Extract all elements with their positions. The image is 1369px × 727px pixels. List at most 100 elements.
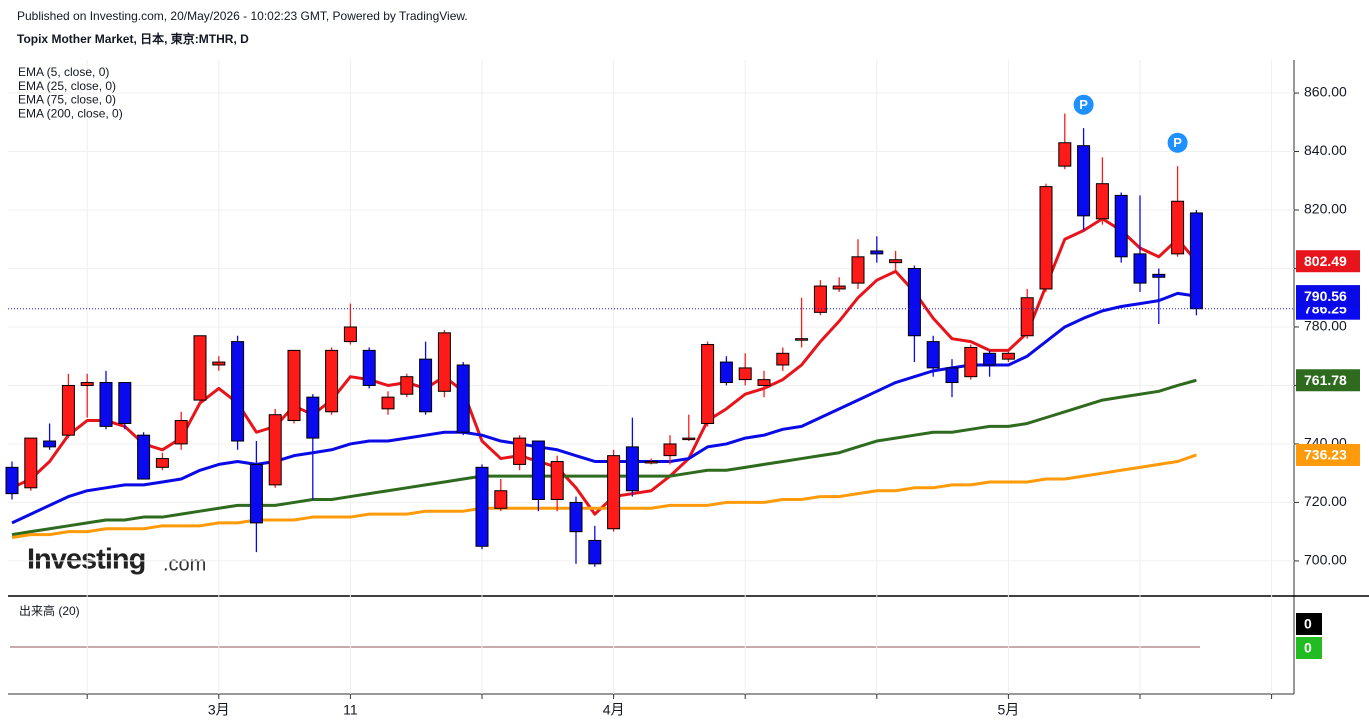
- candle: [663, 435, 677, 465]
- candle: [362, 347, 376, 389]
- candle: [1039, 183, 1053, 292]
- candle-body: [719, 361, 733, 384]
- candle: [287, 349, 301, 424]
- candle-body: [607, 455, 621, 530]
- candle: [268, 408, 282, 488]
- candle-body: [983, 352, 997, 366]
- candle: [456, 362, 470, 436]
- candle: [738, 353, 752, 386]
- candle-body: [889, 259, 903, 264]
- ema200-price: 736.23: [1304, 447, 1347, 463]
- candle-body: [419, 358, 433, 413]
- logo: Investing .com: [27, 544, 206, 576]
- candle-body: [1020, 297, 1034, 337]
- candle-body: [1039, 186, 1053, 290]
- volume-label: 出来高 (20): [19, 603, 80, 618]
- candle: [437, 329, 451, 398]
- y-tick-label: 720.00: [1304, 493, 1347, 509]
- volume-value-box: [1296, 637, 1322, 659]
- candle: [1001, 350, 1015, 363]
- ema-line: [11, 378, 1197, 537]
- candle-body: [1114, 194, 1128, 258]
- candle: [983, 350, 997, 377]
- y-tick-label: 820.00: [1304, 201, 1347, 217]
- candle: [569, 496, 583, 564]
- candle-body: [531, 440, 545, 501]
- candle: [964, 344, 978, 380]
- candle-body: [1001, 352, 1015, 360]
- candle: [945, 359, 959, 398]
- annotation-label: P: [1079, 97, 1088, 112]
- candle-body: [738, 367, 752, 381]
- candle-body: [437, 332, 451, 392]
- candle-body: [306, 396, 320, 439]
- candle: [776, 347, 790, 371]
- candle-body: [61, 384, 75, 436]
- candle: [513, 435, 527, 471]
- candle-body: [231, 341, 245, 442]
- candle: [174, 411, 188, 450]
- candle: [1058, 113, 1072, 170]
- candle: [343, 303, 357, 345]
- candle: [1114, 192, 1128, 263]
- candle-body: [212, 361, 226, 366]
- ema5-price-box: [1296, 250, 1360, 273]
- candle: [5, 461, 19, 500]
- candle-body: [249, 463, 263, 524]
- ema75-price: 761.78: [1304, 372, 1347, 388]
- candle-body: [325, 349, 339, 413]
- ema5-price: 802.49: [1304, 253, 1347, 269]
- candle: [907, 265, 921, 363]
- candle: [607, 449, 621, 532]
- candle-body: [118, 382, 132, 424]
- ema25-price-box: [1296, 285, 1360, 308]
- candle-body: [1171, 200, 1185, 255]
- candle: [325, 347, 339, 415]
- candle-body: [193, 335, 207, 401]
- y-tick-label: 780.00: [1304, 318, 1347, 334]
- ema-line: [11, 291, 1197, 525]
- candle: [212, 356, 226, 371]
- candle: [306, 394, 320, 500]
- y-tick-label: 860.00: [1304, 84, 1347, 100]
- candle-body: [1133, 253, 1147, 284]
- candle-body: [381, 396, 395, 410]
- candle-body: [625, 446, 639, 492]
- candle-body: [682, 437, 696, 441]
- candle: [851, 239, 865, 289]
- candle: [813, 280, 827, 316]
- candle: [926, 335, 940, 377]
- x-tick-label: 5月: [998, 702, 1020, 718]
- ema75-price-box: [1296, 369, 1360, 392]
- candle: [625, 417, 639, 497]
- candle-body: [795, 338, 809, 341]
- legend-entry: EMA (200, close, 0): [18, 106, 123, 120]
- legend-entry: EMA (5, close, 0): [18, 65, 109, 79]
- ema-line: [11, 453, 1197, 539]
- candle-body: [400, 376, 414, 395]
- candle: [550, 455, 564, 512]
- candle: [1171, 166, 1185, 257]
- candle: [400, 373, 414, 398]
- candle-body: [776, 352, 790, 366]
- candle-body: [24, 437, 38, 489]
- candle-body: [1189, 212, 1203, 310]
- candle: [889, 250, 903, 272]
- annotation-label: P: [1173, 135, 1182, 150]
- candle: [381, 391, 395, 415]
- candle-body: [475, 466, 489, 547]
- x-tick-label: 4月: [603, 702, 625, 718]
- candle: [795, 297, 809, 348]
- candle-body: [1152, 273, 1166, 278]
- candle: [644, 458, 658, 465]
- candle: [249, 441, 263, 553]
- candle-body: [174, 420, 188, 445]
- candle-body: [644, 460, 658, 464]
- volume-value: 0: [1304, 616, 1312, 632]
- ema-lines: [11, 217, 1198, 539]
- candle-body: [1077, 145, 1091, 217]
- annotation-marker: [1073, 94, 1094, 115]
